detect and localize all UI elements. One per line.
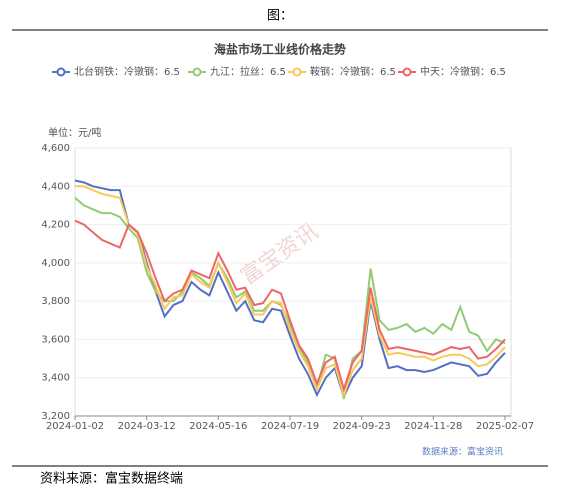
y-tick-label: 4,000 xyxy=(41,258,70,269)
y-tick-label: 3,600 xyxy=(41,334,70,345)
series-line xyxy=(74,179,506,400)
series-line xyxy=(74,197,506,400)
legend-symbol xyxy=(192,67,202,77)
legend-symbol xyxy=(56,67,66,77)
legend-label: 九江：拉丝：6.5 xyxy=(210,65,286,78)
legend-symbol xyxy=(292,67,302,77)
x-tick-label: 2024-03-12 xyxy=(118,421,176,432)
series-line xyxy=(74,219,506,393)
legend-label: 鞍钢：冷镦钢：6.5 xyxy=(310,65,396,78)
y-tick-label: 4,400 xyxy=(41,181,70,192)
legend-label: 北台钢铁：冷镦钢：6.5 xyxy=(74,65,180,78)
watermark: 富宝资讯 xyxy=(236,219,322,290)
x-tick-label: 2024-09-23 xyxy=(333,421,391,432)
y-axis-label: 单位：元/吨 xyxy=(48,126,101,139)
footer: 资料来源：富宝数据终端 xyxy=(40,471,183,487)
source-note: 数据来源：富宝资讯 xyxy=(422,446,503,458)
plot-frame xyxy=(74,147,512,417)
series-line xyxy=(75,185,506,399)
legend-label: 中天：冷镦钢：6.5 xyxy=(420,65,506,78)
header: 图： xyxy=(267,9,293,24)
legend-symbol xyxy=(402,67,412,77)
x-tick-label: 2024-01-02 xyxy=(46,421,104,432)
x-tick-label: 2024-11-28 xyxy=(404,421,462,432)
y-tick-label: 3,800 xyxy=(41,296,70,307)
y-tick-label: 4,600 xyxy=(41,143,70,154)
x-tick-label: 2024-07-19 xyxy=(261,421,319,432)
x-tick-label: 2024-05-16 xyxy=(189,421,247,432)
y-tick-label: 4,200 xyxy=(41,220,70,231)
y-tick-label: 3,200 xyxy=(41,411,70,422)
x-tick-label: 2025-02-07 xyxy=(476,421,534,432)
y-tick-label: 3,400 xyxy=(41,373,70,384)
chart-title: 海盐市场工业线价格走势 xyxy=(214,42,346,57)
